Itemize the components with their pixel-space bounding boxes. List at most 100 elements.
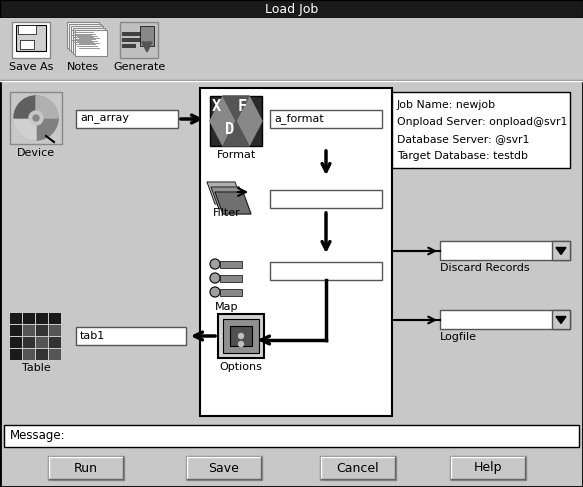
Text: Database Server: @svr1: Database Server: @svr1 <box>397 134 529 144</box>
Text: Device: Device <box>17 148 55 158</box>
Polygon shape <box>142 42 152 52</box>
Bar <box>0 18 583 80</box>
Text: Logfile: Logfile <box>440 332 477 342</box>
Text: Onpload Server: onpload@svr1: Onpload Server: onpload@svr1 <box>397 117 567 127</box>
Bar <box>230 326 252 346</box>
Bar <box>450 456 526 480</box>
Bar <box>36 349 48 360</box>
Bar <box>23 349 35 360</box>
Bar <box>69 24 101 50</box>
Bar <box>16 25 46 51</box>
Bar <box>220 275 242 282</box>
Text: Generate: Generate <box>113 62 165 72</box>
Text: Job Name: newjob: Job Name: newjob <box>397 100 496 110</box>
Bar <box>270 262 382 280</box>
Bar <box>122 38 144 42</box>
Text: Map: Map <box>215 302 239 312</box>
Bar <box>122 32 144 36</box>
Polygon shape <box>210 96 236 146</box>
Bar <box>200 88 392 416</box>
Text: Save: Save <box>209 462 240 474</box>
Bar <box>18 25 36 34</box>
Bar <box>440 310 570 329</box>
Polygon shape <box>556 317 566 323</box>
Text: tab1: tab1 <box>80 331 106 341</box>
Bar <box>4 425 579 447</box>
Bar <box>10 313 62 365</box>
Bar <box>120 22 158 58</box>
Bar <box>76 327 186 345</box>
Text: a_format: a_format <box>274 113 324 125</box>
Bar <box>10 92 62 144</box>
Bar <box>220 261 242 268</box>
Bar <box>392 92 570 168</box>
Bar <box>67 22 99 48</box>
Polygon shape <box>36 118 58 140</box>
Bar <box>49 313 61 324</box>
Bar <box>140 26 154 46</box>
Polygon shape <box>215 192 251 214</box>
Bar <box>220 289 242 296</box>
Bar <box>270 190 382 208</box>
Text: Save As: Save As <box>9 62 53 72</box>
Bar <box>4 83 579 423</box>
Bar <box>36 337 48 348</box>
Bar <box>49 337 61 348</box>
Bar <box>122 44 136 48</box>
Text: Help: Help <box>474 462 502 474</box>
Text: Run: Run <box>74 462 98 474</box>
Bar <box>223 319 259 353</box>
Bar <box>10 337 22 348</box>
Bar <box>36 325 48 336</box>
Text: Discard Records: Discard Records <box>440 263 529 273</box>
Circle shape <box>238 334 244 338</box>
Bar <box>71 26 103 52</box>
Bar <box>270 110 382 128</box>
Text: Options: Options <box>220 362 262 372</box>
Bar <box>12 22 50 58</box>
Polygon shape <box>211 187 247 209</box>
Bar <box>10 349 22 360</box>
Circle shape <box>210 273 220 283</box>
Bar <box>10 325 22 336</box>
Polygon shape <box>14 96 36 118</box>
Text: Cancel: Cancel <box>337 462 380 474</box>
Text: an_array: an_array <box>80 114 129 124</box>
Circle shape <box>29 111 43 125</box>
Text: Message:: Message: <box>10 430 66 443</box>
Bar <box>552 241 570 260</box>
Bar <box>75 30 107 56</box>
Circle shape <box>210 287 220 297</box>
Bar <box>76 110 178 128</box>
Bar <box>36 313 48 324</box>
Polygon shape <box>207 182 243 204</box>
Bar <box>440 241 570 260</box>
Text: Format: Format <box>216 150 255 160</box>
Polygon shape <box>36 96 58 118</box>
Polygon shape <box>223 121 249 146</box>
Text: Notes: Notes <box>67 62 99 72</box>
Bar <box>210 96 262 146</box>
Bar <box>49 349 61 360</box>
Bar <box>0 0 583 18</box>
Text: Target Database: testdb: Target Database: testdb <box>397 151 528 161</box>
Bar <box>48 456 124 480</box>
Circle shape <box>210 259 220 269</box>
Bar <box>23 313 35 324</box>
Polygon shape <box>14 118 36 140</box>
Circle shape <box>238 341 244 346</box>
Bar <box>552 310 570 329</box>
Polygon shape <box>236 96 262 146</box>
Bar <box>218 314 264 358</box>
Text: D: D <box>225 122 234 137</box>
Polygon shape <box>556 247 566 255</box>
Text: F: F <box>238 99 247 114</box>
Text: Filter: Filter <box>213 208 241 218</box>
Text: Table: Table <box>22 363 50 373</box>
Bar <box>49 325 61 336</box>
Bar <box>73 28 105 54</box>
Bar <box>320 456 396 480</box>
Bar <box>10 313 22 324</box>
Polygon shape <box>223 96 249 121</box>
Bar <box>20 40 34 49</box>
